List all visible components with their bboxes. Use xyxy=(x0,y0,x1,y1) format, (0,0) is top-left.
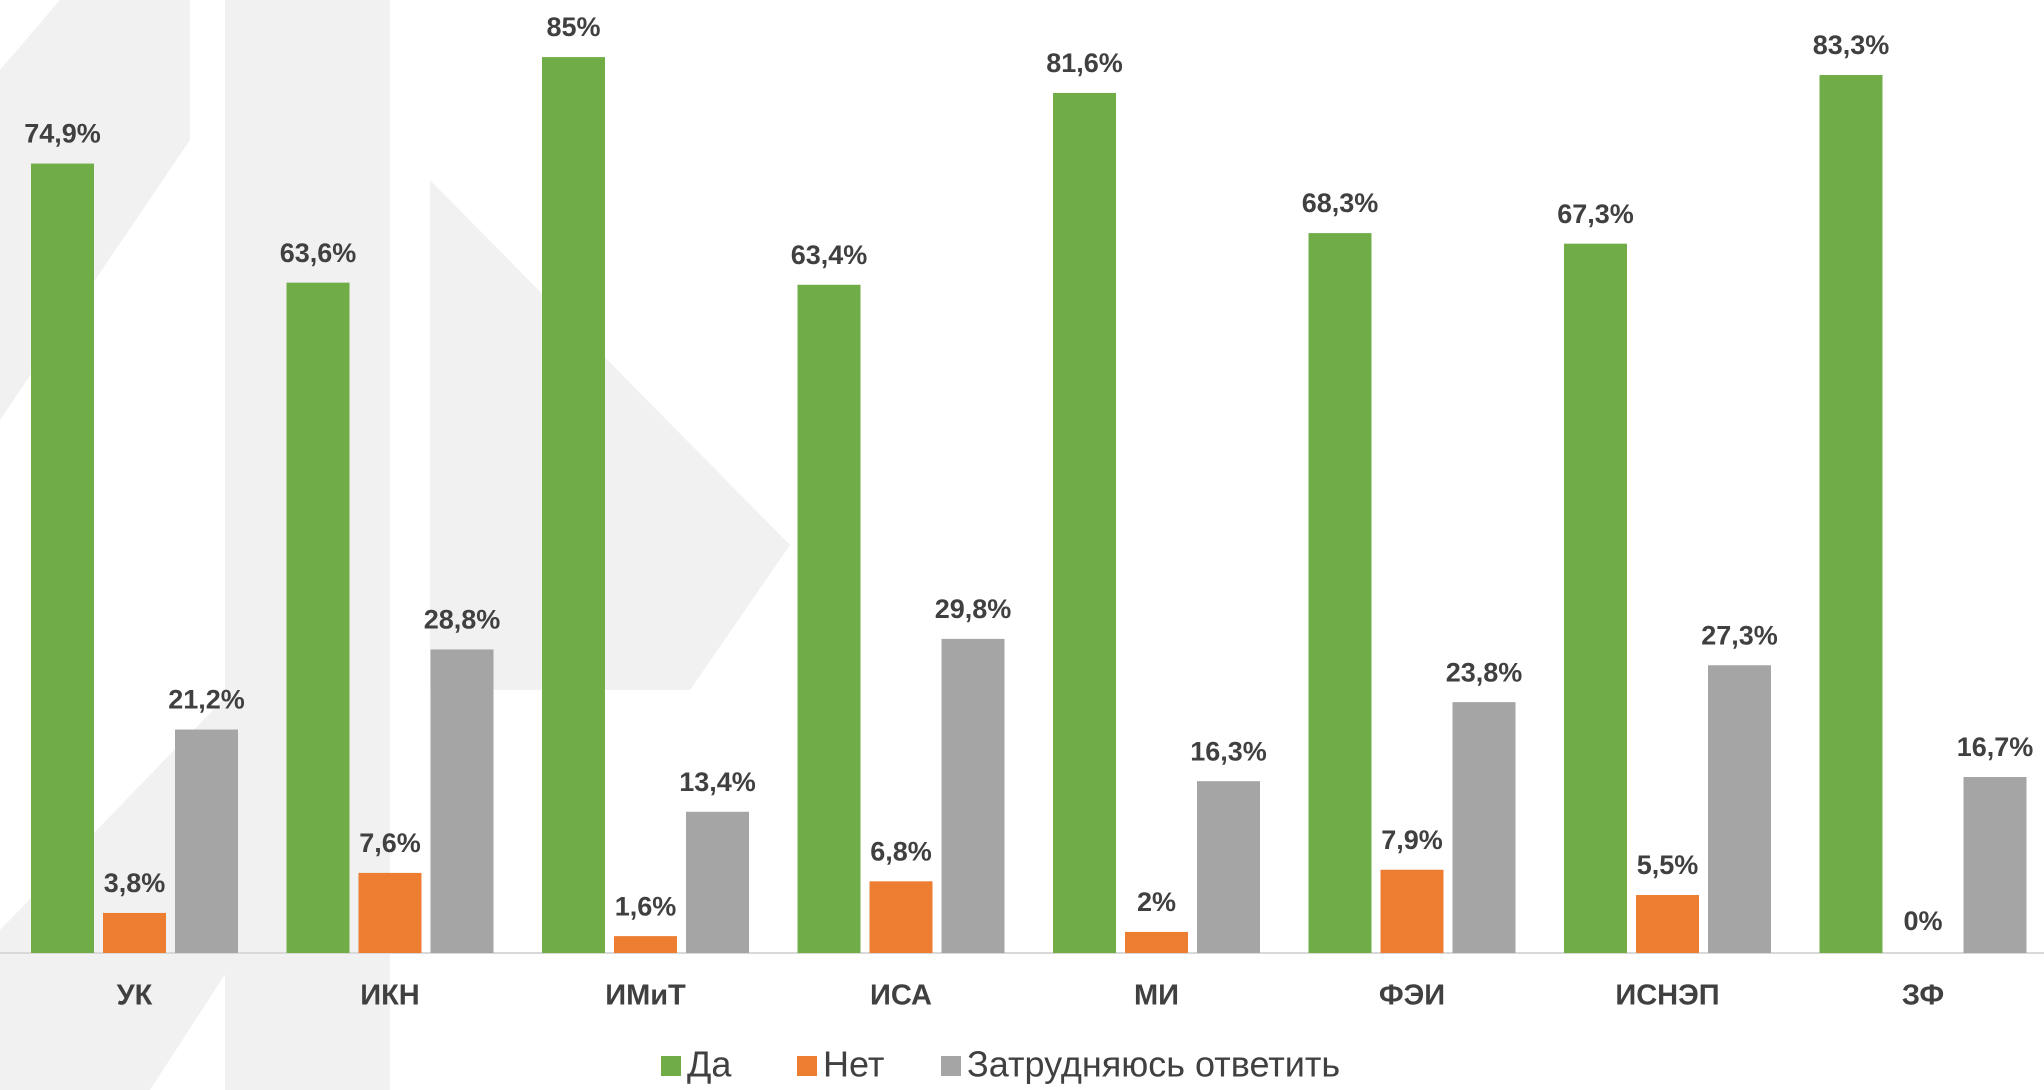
bar xyxy=(797,284,861,953)
bar xyxy=(286,282,350,953)
value-label: 28,8% xyxy=(424,605,501,635)
legend-swatch xyxy=(661,1056,681,1076)
value-label: 29,8% xyxy=(935,594,1012,624)
value-label: 13,4% xyxy=(679,767,756,797)
x-tick-label: ИКН xyxy=(360,980,420,1012)
value-label: 27,3% xyxy=(1701,620,1778,650)
value-label: 2% xyxy=(1137,887,1176,917)
bar xyxy=(686,811,749,953)
value-label: 68,3% xyxy=(1302,188,1379,218)
value-label: 85% xyxy=(546,12,600,42)
bar xyxy=(1125,931,1188,953)
value-label: 6,8% xyxy=(870,836,932,866)
bar xyxy=(1636,895,1699,953)
bar xyxy=(31,163,94,953)
x-tick-label: УК xyxy=(117,980,153,1012)
value-label: 1,6% xyxy=(615,891,677,921)
bar xyxy=(1963,776,2027,953)
value-label: 83,3% xyxy=(1813,30,1890,60)
bar xyxy=(358,872,422,953)
x-tick-label: МИ xyxy=(1134,980,1179,1012)
x-tick-label: ФЭИ xyxy=(1379,980,1445,1012)
legend-label: Нет xyxy=(823,1044,884,1085)
legend-label: Затрудняюсь ответить xyxy=(967,1044,1340,1085)
value-label: 23,8% xyxy=(1446,657,1523,687)
value-label: 67,3% xyxy=(1557,199,1634,229)
bar xyxy=(1819,75,1883,953)
value-label: 21,2% xyxy=(168,685,245,715)
bar xyxy=(1053,92,1116,954)
value-label: 63,4% xyxy=(791,240,868,270)
bar xyxy=(175,729,238,953)
bar xyxy=(1708,665,1771,953)
x-tick-label: ИСНЭП xyxy=(1615,980,1719,1012)
value-label: 0% xyxy=(1903,906,1942,936)
legend-swatch xyxy=(797,1056,817,1076)
bar xyxy=(1308,233,1372,954)
bar xyxy=(103,912,166,953)
legend-swatch xyxy=(941,1056,961,1076)
x-tick-label: ЗФ xyxy=(1902,980,1944,1012)
value-label: 74,9% xyxy=(24,119,101,149)
value-label: 16,3% xyxy=(1190,736,1267,766)
bar xyxy=(1197,781,1260,953)
bar xyxy=(1564,243,1627,953)
value-label: 63,6% xyxy=(280,238,357,268)
x-tick-label: ИСА xyxy=(870,980,932,1012)
bar xyxy=(430,649,494,953)
bar xyxy=(614,936,677,953)
value-label: 5,5% xyxy=(1637,850,1699,880)
x-tick-label: ИМиТ xyxy=(605,980,686,1012)
value-label: 7,9% xyxy=(1381,825,1443,855)
bar xyxy=(869,881,933,953)
bar xyxy=(542,57,605,954)
value-label: 81,6% xyxy=(1046,48,1123,78)
value-label: 7,6% xyxy=(359,828,421,858)
value-label: 16,7% xyxy=(1957,732,2034,762)
bar xyxy=(1452,702,1516,953)
value-label: 3,8% xyxy=(104,868,166,898)
legend-label: Да xyxy=(687,1044,732,1085)
bar xyxy=(941,638,1005,953)
bar xyxy=(1380,869,1444,953)
